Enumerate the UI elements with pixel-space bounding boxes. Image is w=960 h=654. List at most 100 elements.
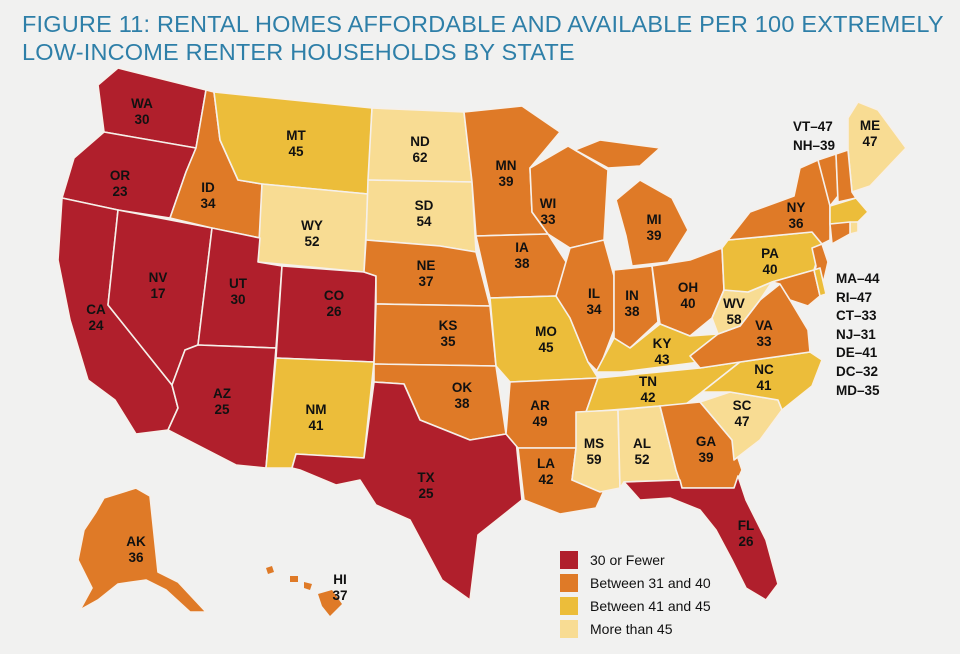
state-abbr: KY — [653, 336, 672, 351]
state-abbr: SD — [415, 198, 434, 213]
state-value: 35 — [440, 334, 456, 349]
label-ct: CT–33 — [836, 308, 877, 324]
state-value: 37 — [332, 588, 347, 603]
state-ak — [77, 487, 207, 613]
state-fl — [623, 475, 779, 601]
state-value: 33 — [756, 334, 772, 349]
state-abbr: MN — [496, 158, 517, 173]
legend-item-30-or-fewer: 30 or Fewer — [560, 548, 711, 571]
state-mi-up — [574, 139, 661, 169]
state-abbr: KS — [439, 318, 458, 333]
state-ct — [829, 221, 851, 245]
label-nh: NH–39 — [793, 137, 836, 153]
state-abbr: AL — [633, 436, 651, 451]
state-tx — [291, 381, 523, 601]
state-value: 33 — [540, 212, 556, 227]
state-abbr: ND — [410, 134, 430, 149]
state-value: 24 — [88, 318, 104, 333]
state-abbr: NC — [754, 362, 774, 377]
label-ri: RI–47 — [836, 289, 873, 305]
state-abbr: IL — [588, 286, 600, 301]
state-value: 62 — [412, 150, 427, 165]
state-value: 26 — [738, 534, 754, 549]
state-abbr: LA — [537, 456, 555, 471]
state-abbr: IN — [625, 288, 639, 303]
state-value: 47 — [734, 414, 749, 429]
state-abbr: NM — [306, 402, 327, 417]
label-de: DE–41 — [836, 345, 878, 361]
label-dc: DC–32 — [836, 363, 879, 379]
state-hi — [266, 566, 342, 616]
state-value: 25 — [214, 402, 230, 417]
state-abbr: WV — [723, 296, 745, 311]
state-value: 58 — [726, 312, 742, 327]
legend-swatch — [560, 550, 578, 569]
state-value: 34 — [586, 302, 602, 317]
state-value: 49 — [532, 414, 547, 429]
state-abbr: IA — [515, 240, 529, 255]
state-abbr: MT — [286, 128, 306, 143]
state-value: 36 — [788, 216, 804, 231]
state-abbr: NY — [787, 200, 806, 215]
state-abbr: AR — [530, 398, 550, 413]
state-value: 39 — [698, 450, 713, 465]
state-abbr: OH — [678, 280, 698, 295]
title-line-1: FIGURE 11: RENTAL HOMES AFFORDABLE AND A… — [22, 11, 944, 37]
state-value: 17 — [150, 286, 165, 301]
state-value: 43 — [654, 352, 670, 367]
state-value: 30 — [230, 292, 245, 307]
state-value: 26 — [326, 304, 342, 319]
state-abbr: GA — [696, 434, 717, 449]
legend-label: More than 45 — [590, 620, 673, 637]
state-value: 42 — [538, 472, 553, 487]
title-line-2: LOW-INCOME RENTER HOUSEHOLDS BY STATE — [22, 39, 575, 65]
state-de — [813, 267, 827, 297]
state-abbr: VA — [755, 318, 773, 333]
state-value: 39 — [498, 174, 513, 189]
state-value: 54 — [416, 214, 432, 229]
label-vt: VT–47 — [793, 119, 833, 134]
state-value: 39 — [646, 228, 661, 243]
state-value: 41 — [308, 418, 324, 433]
state-abbr: NV — [149, 270, 168, 285]
state-value: 52 — [634, 452, 649, 467]
label-ma: MA–44 — [836, 271, 880, 286]
legend-item-more-45: More than 45 — [560, 617, 711, 640]
state-value: 23 — [112, 184, 128, 199]
state-abbr: TN — [639, 374, 657, 389]
state-value: 45 — [288, 144, 304, 159]
state-value: 42 — [640, 390, 655, 405]
state-abbr: FL — [738, 518, 755, 533]
state-mi — [615, 179, 689, 267]
legend-label: Between 41 and 45 — [590, 597, 711, 614]
state-ky — [595, 323, 719, 373]
